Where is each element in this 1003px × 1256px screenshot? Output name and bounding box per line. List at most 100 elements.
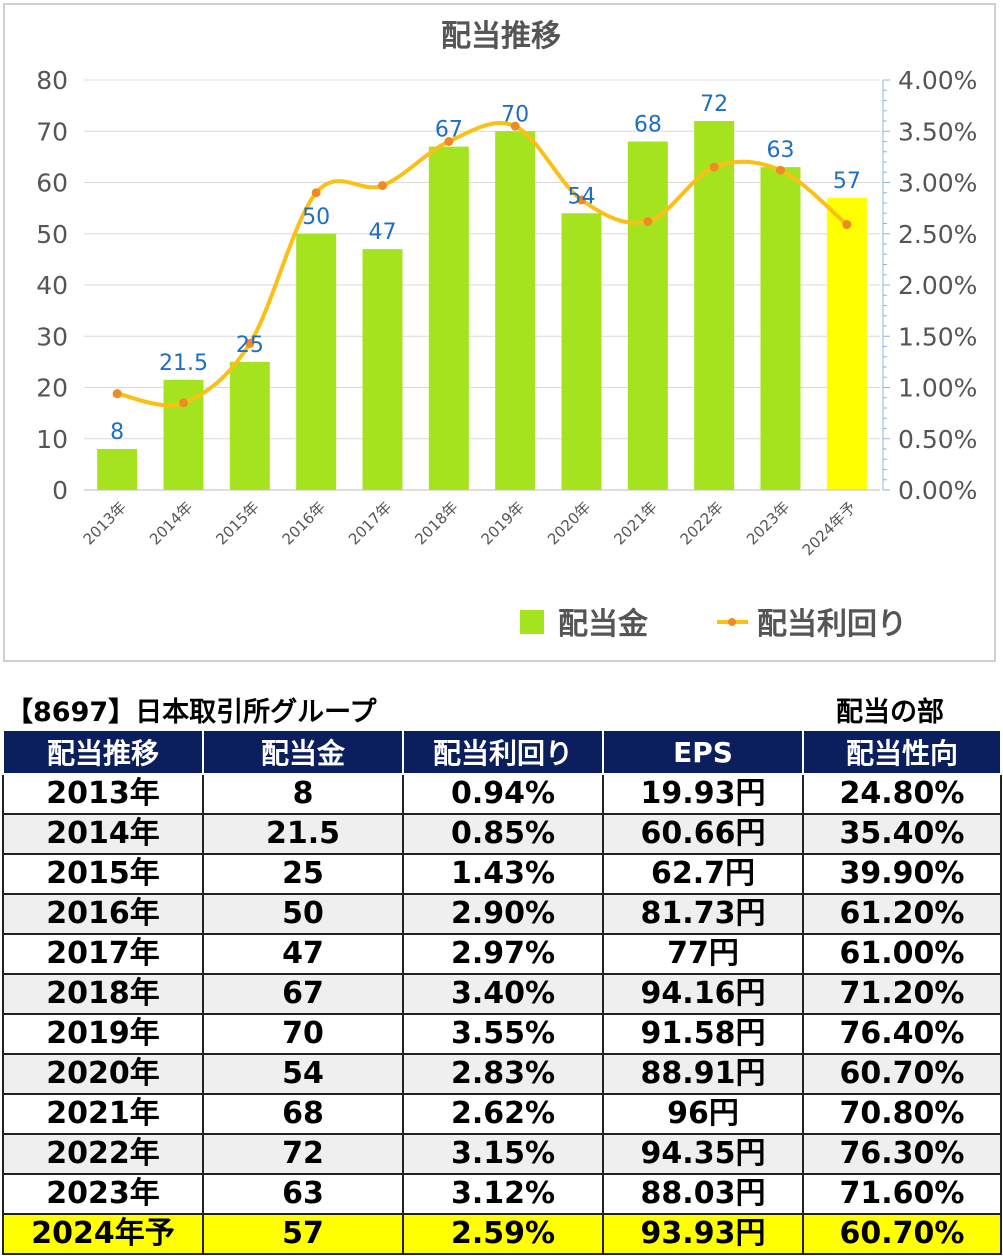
cell-year: 2022年 (2, 1133, 204, 1175)
table-row: 2013年 8 0.94% 19.93円 24.80% (2, 773, 1002, 815)
cell-dividend: 54 (202, 1053, 404, 1095)
right-tick-label: 2.00% (898, 271, 977, 300)
yield-point-2016年 (311, 188, 321, 198)
bar-2018年 (428, 146, 469, 490)
cell-eps: 60.66円 (602, 813, 804, 855)
chart-title: 配当推移 (441, 19, 561, 54)
x-tick-label: 2020年 (544, 498, 594, 548)
table-row: 2021年 68 2.62% 96円 70.80% (2, 1093, 1002, 1135)
table-row: 2019年 70 3.55% 91.58円 76.40% (2, 1013, 1002, 1055)
table-row: 2016年 50 2.90% 81.73円 61.20% (2, 893, 1002, 935)
left-tick-label: 60 (36, 169, 68, 198)
dividend-chart: 配当推移 0 10 20 30 40 50 60 70 80 0.00% 0.50% 1.00% 1.50… (36, 19, 977, 642)
cell-payout: 61.00% (802, 933, 1002, 975)
cell-year: 2024年予 (2, 1213, 204, 1255)
yield-point-2022年 (709, 162, 719, 172)
legend-bar-label: 配当金 (558, 607, 649, 642)
table-row: 2023年 63 3.12% 88.03円 71.60% (2, 1173, 1002, 1215)
cell-payout: 76.40% (802, 1013, 1002, 1055)
yield-point-2024年予 (842, 220, 852, 230)
cell-dividend: 57 (202, 1213, 404, 1255)
cell-year: 2017年 (2, 933, 204, 975)
cell-year: 2023年 (2, 1173, 204, 1215)
x-tick-label: 2021年 (610, 498, 660, 548)
cell-year: 2013年 (2, 773, 204, 815)
right-tick-label: 0.00% (898, 476, 977, 505)
cell-payout: 60.70% (802, 1053, 1002, 1095)
bar-2017年 (362, 249, 403, 490)
x-tick-label: 2015年 (212, 498, 262, 548)
cell-year: 2016年 (2, 893, 204, 935)
left-tick-label: 20 (36, 374, 68, 403)
cell-payout: 24.80% (802, 773, 1002, 815)
dividend-table: 配当推移 配当金 配当利回り EPS 配当性向 2013年 8 0.94% 19.93… (2, 729, 1002, 1255)
company-caption: 【8697】日本取引所グループ (6, 697, 377, 728)
bar-data-label: 21.5 (159, 351, 208, 376)
cell-eps: 91.58円 (602, 1013, 804, 1055)
cell-eps: 62.7円 (602, 853, 804, 895)
bar-2021年 (627, 141, 668, 490)
yield-point-2014年 (179, 398, 188, 408)
yield-line (116, 121, 849, 408)
cell-dividend: 8 (202, 773, 404, 815)
bar-data-label: 57 (833, 169, 861, 194)
yield-point-2013年 (112, 389, 122, 399)
cell-year: 2015年 (2, 853, 204, 895)
table-header-row: 配当推移 配当金 配当利回り EPS 配当性向 (2, 729, 1002, 775)
table-row: 2020年 54 2.83% 88.91円 60.70% (2, 1053, 1002, 1095)
right-tick-label: 1.50% (898, 322, 977, 351)
cell-year: 2021年 (2, 1093, 204, 1135)
table-body: 2013年 8 0.94% 19.93円 24.80% 2014年 21.5 0.85% 60.… (2, 773, 1002, 1255)
cell-yield: 3.40% (402, 973, 604, 1015)
cell-dividend: 50 (202, 893, 404, 935)
right-tick-label: 1.00% (898, 374, 977, 403)
table-row: 2017年 47 2.97% 77円 61.00% (2, 933, 1002, 975)
cell-dividend: 68 (202, 1093, 404, 1135)
cell-year: 2020年 (2, 1053, 204, 1095)
x-tick-label: 2017年 (345, 498, 395, 548)
cell-payout: 35.40% (802, 813, 1002, 855)
cell-payout: 60.70% (802, 1213, 1002, 1255)
cell-yield: 2.62% (402, 1093, 604, 1135)
yield-point-2020年 (577, 195, 586, 205)
legend-line-label: 配当利回り (757, 607, 907, 642)
bar-data-label: 25 (236, 333, 264, 358)
cell-yield: 3.15% (402, 1133, 604, 1175)
bar-data-label: 70 (501, 102, 529, 127)
cell-yield: 3.55% (402, 1013, 604, 1055)
left-tick-label: 30 (36, 322, 68, 351)
x-tick-label: 2022年 (677, 498, 727, 548)
cell-yield: 2.83% (402, 1053, 604, 1095)
header-yield: 配当利回り (402, 729, 604, 775)
legend-line-marker (728, 618, 736, 626)
left-tick-label: 40 (36, 271, 68, 300)
table-row: 2022年 72 3.15% 94.35円 76.30% (2, 1133, 1002, 1175)
cell-dividend: 21.5 (202, 813, 404, 855)
cell-eps: 93.93円 (602, 1213, 804, 1255)
cell-dividend: 47 (202, 933, 404, 975)
cell-yield: 2.97% (402, 933, 604, 975)
cell-dividend: 72 (202, 1133, 404, 1175)
yield-point-2023年 (776, 165, 785, 175)
left-tick-label: 0 (52, 476, 68, 505)
bar-2024年予 (826, 197, 867, 490)
cell-eps: 94.16円 (602, 973, 804, 1015)
x-tick-label: 2016年 (279, 498, 329, 548)
header-eps: EPS (602, 729, 804, 775)
header-year: 配当推移 (2, 729, 204, 775)
bar-2020年 (561, 213, 602, 490)
cell-yield: 3.12% (402, 1173, 604, 1215)
bar-2016年 (296, 233, 337, 490)
header-payout: 配当性向 (802, 729, 1002, 775)
cell-eps: 77円 (602, 933, 804, 975)
table-row: 2018年 67 3.40% 94.16円 71.20% (2, 973, 1002, 1015)
cell-dividend: 63 (202, 1173, 404, 1215)
yield-point-2021年 (643, 216, 653, 226)
right-tick-label: 3.50% (898, 117, 977, 146)
cell-year: 2014年 (2, 813, 204, 855)
cell-yield: 0.94% (402, 773, 604, 815)
cell-payout: 71.60% (802, 1173, 1002, 1215)
x-tick-label: 2024年予 (799, 498, 860, 559)
x-tick-label: 2018年 (411, 498, 461, 548)
table-row: 2024年予 57 2.59% 93.93円 60.70% (2, 1213, 1002, 1255)
